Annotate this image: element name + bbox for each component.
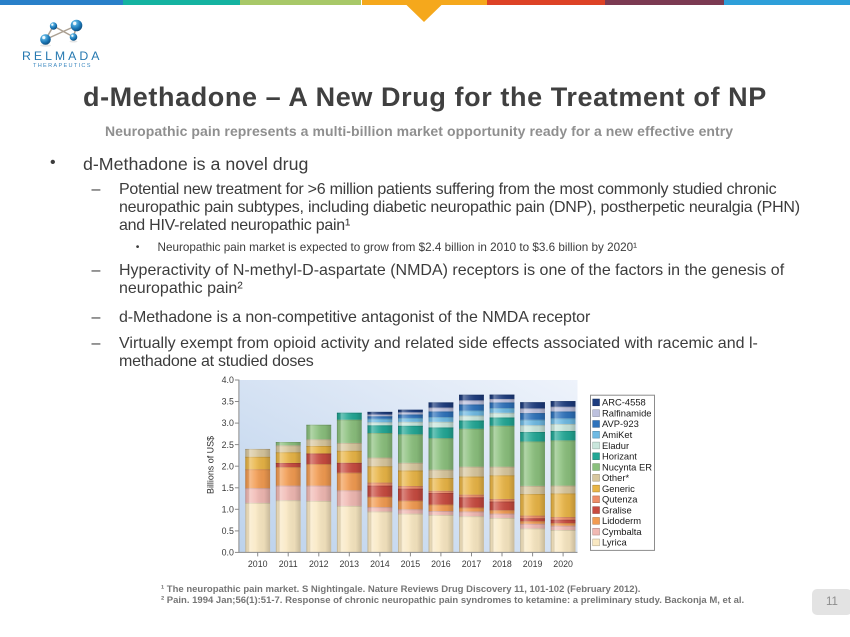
svg-text:Eladur: Eladur bbox=[602, 440, 629, 451]
svg-text:2016: 2016 bbox=[431, 559, 451, 569]
svg-text:Lyrica: Lyrica bbox=[602, 537, 627, 548]
svg-text:0.5: 0.5 bbox=[222, 526, 234, 536]
svg-text:3.5: 3.5 bbox=[222, 397, 234, 407]
svg-text:2018: 2018 bbox=[492, 559, 512, 569]
svg-text:Nucynta ER: Nucynta ER bbox=[602, 461, 652, 472]
svg-text:2.5: 2.5 bbox=[222, 440, 234, 450]
svg-text:AmiKet: AmiKet bbox=[602, 429, 633, 440]
svg-text:Lidoderm: Lidoderm bbox=[602, 515, 641, 526]
svg-text:Other*: Other* bbox=[602, 472, 629, 483]
svg-text:AVP-923: AVP-923 bbox=[602, 418, 639, 429]
svg-text:Ralfinamide: Ralfinamide bbox=[602, 407, 652, 418]
svg-text:Qutenza: Qutenza bbox=[602, 494, 638, 505]
svg-text:Horizant: Horizant bbox=[602, 451, 637, 462]
svg-text:2015: 2015 bbox=[401, 559, 421, 569]
svg-text:2012: 2012 bbox=[309, 559, 329, 569]
svg-text:3.0: 3.0 bbox=[222, 418, 234, 428]
svg-text:2.0: 2.0 bbox=[222, 461, 234, 471]
svg-text:2019: 2019 bbox=[523, 559, 543, 569]
svg-text:2011: 2011 bbox=[279, 559, 298, 569]
svg-text:ARC-4558: ARC-4558 bbox=[602, 397, 646, 408]
svg-text:2014: 2014 bbox=[370, 559, 390, 569]
svg-text:2010: 2010 bbox=[248, 559, 268, 569]
svg-text:4.0: 4.0 bbox=[222, 375, 234, 385]
svg-text:2017: 2017 bbox=[462, 559, 482, 569]
svg-text:2013: 2013 bbox=[340, 559, 360, 569]
svg-text:1.5: 1.5 bbox=[222, 483, 234, 493]
svg-text:2020: 2020 bbox=[553, 559, 573, 569]
svg-text:Billions of US$: Billions of US$ bbox=[206, 435, 217, 494]
svg-text:1.0: 1.0 bbox=[222, 504, 234, 514]
svg-text:Cymbalta: Cymbalta bbox=[602, 526, 642, 537]
svg-text:Generic: Generic bbox=[602, 483, 635, 494]
svg-text:Gralise: Gralise bbox=[602, 504, 632, 515]
svg-text:0.0: 0.0 bbox=[222, 548, 234, 558]
